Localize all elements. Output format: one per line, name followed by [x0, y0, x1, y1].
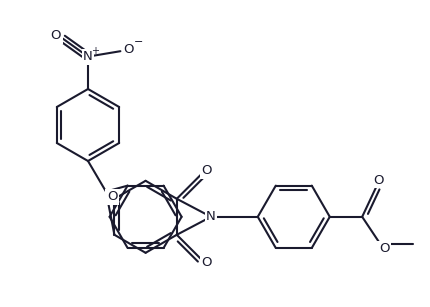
Text: O: O: [202, 164, 212, 177]
Text: −: −: [134, 37, 143, 47]
Text: O: O: [202, 257, 212, 270]
Text: O: O: [51, 29, 61, 42]
Text: +: +: [91, 46, 99, 56]
Text: N: N: [83, 50, 93, 63]
Text: O: O: [107, 190, 117, 203]
Text: O: O: [373, 174, 384, 187]
Text: O: O: [379, 242, 390, 255]
Text: O: O: [123, 43, 134, 56]
Text: N: N: [206, 210, 216, 223]
